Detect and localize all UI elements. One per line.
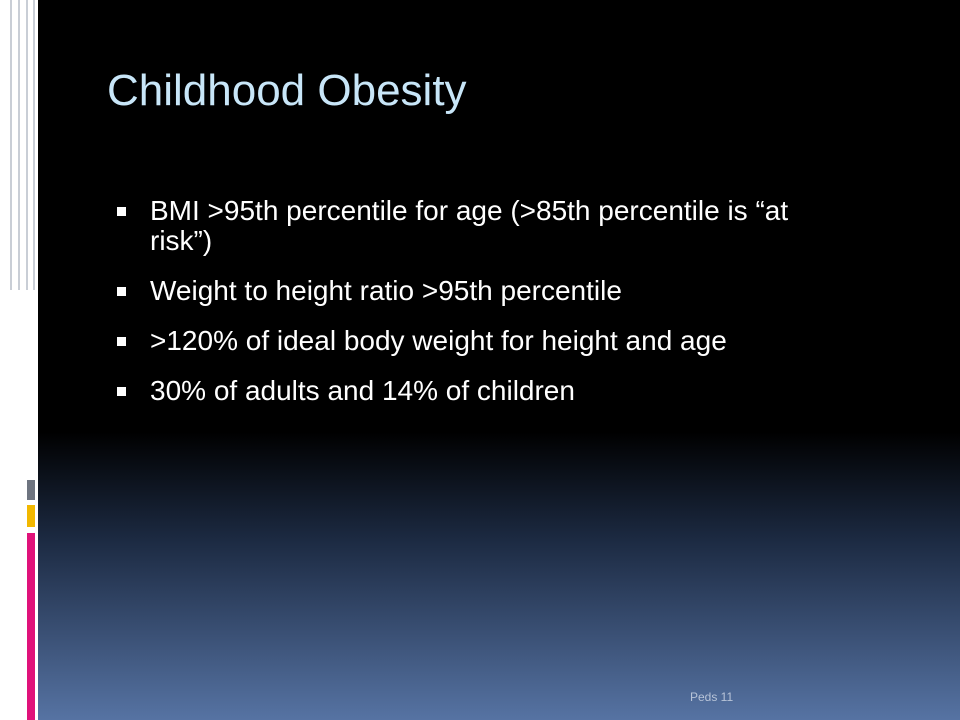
decor-line	[33, 0, 35, 290]
bullet-item: >120% of ideal body weight for height an…	[117, 326, 790, 356]
bullet-item: 30% of adults and 14% of children	[117, 376, 790, 406]
decor-line	[26, 0, 28, 290]
slide-background	[38, 0, 960, 720]
left-decoration	[0, 0, 38, 720]
decor-block	[27, 505, 35, 527]
decor-block	[27, 533, 35, 720]
bullet-list: BMI >95th percentile for age (>85th perc…	[117, 196, 797, 426]
slide-title: Childhood Obesity	[107, 66, 467, 115]
bullet-item: BMI >95th percentile for age (>85th perc…	[117, 196, 790, 256]
decor-block	[27, 480, 35, 500]
decor-line	[10, 0, 12, 290]
decor-line	[18, 0, 20, 290]
bullet-item: Weight to height ratio >95th percentile	[117, 276, 790, 306]
slide-footer: Peds 11	[690, 690, 734, 704]
